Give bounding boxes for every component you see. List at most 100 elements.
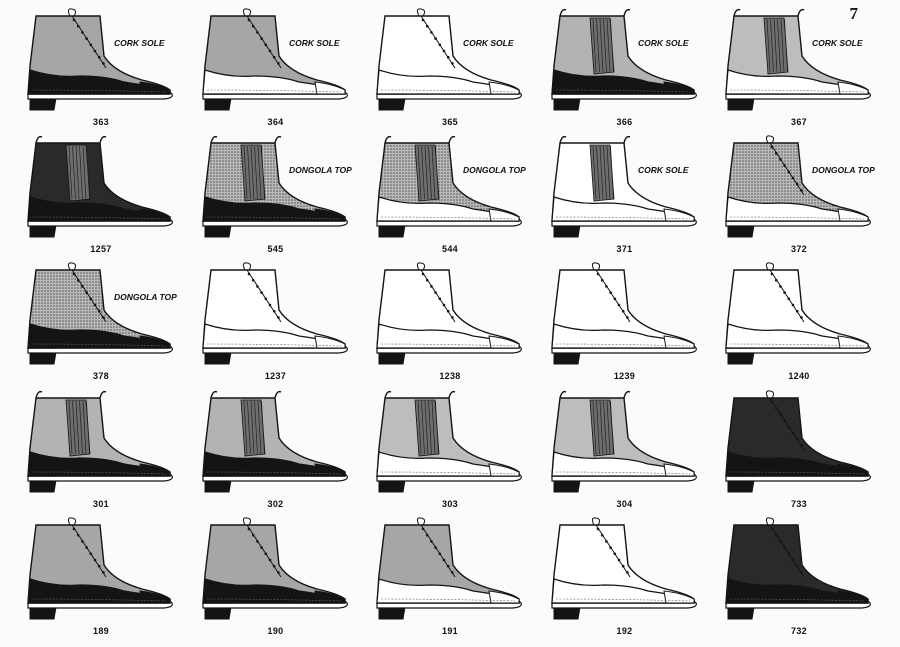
style-number: 1240 <box>788 371 810 382</box>
style-number: 366 <box>616 117 633 127</box>
shoe-item: DONGOLA TOP 372 <box>712 133 886 260</box>
shoe-item: 191 <box>363 515 537 642</box>
boot-illustration <box>725 8 871 111</box>
sole-stamp: CORK SOLE <box>114 38 165 48</box>
boot-drawing <box>376 517 522 620</box>
sole-stamp: CORK SOLE <box>638 38 689 48</box>
style-number: 302 <box>267 498 284 509</box>
shoe-item: CORK SOLE 371 <box>538 133 712 260</box>
boot-illustration <box>376 262 522 365</box>
style-number: 363 <box>93 117 109 127</box>
boot-drawing <box>725 262 871 365</box>
style-number: 301 <box>93 498 109 509</box>
boot-drawing: CORK SOLE <box>27 8 173 111</box>
style-number: 367 <box>791 117 807 127</box>
shoe-item: CORK SOLE 366 <box>538 6 712 133</box>
sole-stamp: DONGOLA TOP <box>114 292 177 302</box>
boot-illustration <box>376 390 522 493</box>
style-number: 372 <box>791 244 807 255</box>
boot-illustration <box>550 262 697 365</box>
boot-drawing <box>201 262 348 365</box>
boot-illustration <box>27 517 173 620</box>
boot-drawing: CORK SOLE <box>376 8 522 111</box>
style-number: 365 <box>442 117 458 127</box>
shoe-item: 732 <box>712 515 886 642</box>
style-number: 303 <box>442 498 458 509</box>
boot-illustration <box>201 136 348 238</box>
sole-stamp: DONGOLA TOP <box>463 165 526 175</box>
shoe-item: 733 <box>712 388 886 515</box>
boot-illustration <box>27 262 173 365</box>
sole-stamp: CORK SOLE <box>812 38 863 48</box>
shoe-item: 302 <box>189 388 363 515</box>
style-number: 733 <box>791 498 807 509</box>
shoe-item: DONGOLA TOP 378 <box>14 260 188 387</box>
sole-stamp: CORK SOLE <box>638 165 689 175</box>
shoe-item: DONGOLA TOP 544 <box>363 133 537 260</box>
shoe-item: DONGOLA TOP 545 <box>189 133 363 260</box>
boot-illustration <box>376 8 522 111</box>
boot-drawing <box>550 517 697 620</box>
boot-illustration <box>376 136 522 238</box>
boot-drawing <box>27 517 173 620</box>
style-number: 364 <box>267 117 284 127</box>
boot-illustration <box>550 136 697 238</box>
style-number: 371 <box>616 244 633 255</box>
boot-illustration <box>725 262 871 365</box>
boot-illustration <box>376 517 522 620</box>
boot-illustration <box>201 390 348 493</box>
boot-drawing: CORK SOLE <box>550 8 697 111</box>
boot-drawing: CORK SOLE <box>201 8 348 111</box>
shoe-item: CORK SOLE 367 <box>712 6 886 133</box>
boot-drawing: DONGOLA TOP <box>201 136 352 238</box>
boot-illustration <box>27 136 173 238</box>
sole-stamp: CORK SOLE <box>289 38 340 48</box>
sole-stamp: DONGOLA TOP <box>812 165 875 175</box>
shoe-item: 1238 <box>363 260 537 387</box>
sole-stamp: CORK SOLE <box>463 38 514 48</box>
boot-illustration <box>201 517 348 620</box>
boot-drawing: DONGOLA TOP <box>376 136 526 238</box>
boot-drawing <box>376 390 522 493</box>
style-number: 190 <box>267 625 284 636</box>
boot-illustration <box>725 135 871 238</box>
boot-illustration <box>27 390 173 493</box>
shoe-item: 192 <box>538 515 712 642</box>
style-number: 1239 <box>613 371 636 382</box>
boot-illustration <box>550 8 697 111</box>
shoe-item: 301 <box>14 388 188 515</box>
page-number: 7 <box>849 4 859 23</box>
boot-illustration <box>550 390 697 493</box>
shoe-item: 1257 <box>14 133 188 260</box>
style-number: 189 <box>93 625 109 636</box>
shoe-item: CORK SOLE 364 <box>189 6 363 133</box>
boot-illustration <box>201 8 348 111</box>
boot-illustration <box>27 8 173 111</box>
sole-stamp: DONGOLA TOP <box>289 165 352 175</box>
style-number: 191 <box>442 625 458 636</box>
style-number: 544 <box>442 244 458 255</box>
boot-drawing: CORK SOLE <box>550 136 697 238</box>
boot-drawing <box>201 390 348 493</box>
shoe-item: 189 <box>14 515 188 642</box>
boot-drawing <box>376 262 522 365</box>
boot-drawing: CORK SOLE <box>725 8 871 111</box>
shoe-item: 190 <box>189 515 363 642</box>
boot-illustration <box>201 262 348 365</box>
shoe-item: 1240 <box>712 260 886 387</box>
style-number: 378 <box>93 371 109 382</box>
boot-drawing <box>725 517 871 620</box>
boot-illustration <box>725 517 871 620</box>
style-number: 545 <box>267 244 284 255</box>
boot-drawing: DONGOLA TOP <box>725 135 875 238</box>
shoe-item: 1239 <box>538 260 712 387</box>
style-number: 1237 <box>264 371 287 382</box>
boot-illustration <box>725 389 871 493</box>
boot-drawing <box>550 390 697 493</box>
shoe-item: CORK SOLE 363 <box>14 6 188 133</box>
style-number: 304 <box>616 498 633 509</box>
boot-illustration <box>550 517 697 620</box>
style-number: 192 <box>616 625 633 636</box>
shoe-item: 1237 <box>189 260 363 387</box>
